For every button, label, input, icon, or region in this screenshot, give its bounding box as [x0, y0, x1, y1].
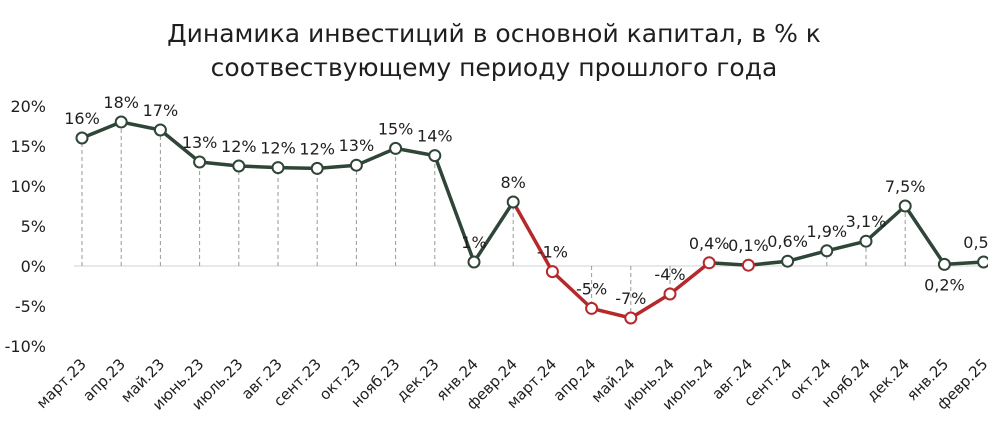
- series-line-segment: [629, 292, 672, 320]
- data-label: 0,1%: [728, 236, 769, 255]
- data-point: [193, 155, 207, 169]
- series-line-segment: [276, 165, 319, 171]
- series-line-segment: [550, 269, 594, 311]
- series-line-segment: [315, 163, 359, 171]
- y-tick-label: 10%: [10, 177, 46, 196]
- data-label: 12%: [221, 137, 257, 156]
- data-label: 0,2%: [924, 275, 965, 294]
- x-tick-label: дек.23: [393, 355, 443, 405]
- data-point: [741, 258, 755, 272]
- series-line-segment: [707, 261, 751, 267]
- data-label: 13%: [182, 133, 218, 152]
- series-line-segment: [237, 164, 280, 170]
- data-label: 0,5%: [963, 233, 988, 252]
- x-axis-ticks: март.23апр.23май.23июнь.23июль.23авг.23с…: [33, 355, 988, 414]
- data-point: [467, 255, 481, 269]
- y-tick-label: -5%: [15, 297, 46, 316]
- chart-title: Динамика инвестиций в основной капитал, …: [167, 19, 821, 48]
- series-line-segment: [864, 204, 907, 243]
- series-points: [75, 115, 988, 325]
- data-point: [624, 311, 638, 325]
- data-point: [271, 161, 285, 175]
- series-line-segment: [119, 120, 163, 132]
- series-line-segment: [668, 261, 711, 296]
- data-label: 14%: [417, 127, 453, 146]
- data-point: [663, 287, 677, 301]
- y-tick-label: 0%: [21, 257, 46, 276]
- series-line-segment: [589, 306, 633, 320]
- data-point: [820, 244, 834, 258]
- data-point: [114, 115, 128, 129]
- data-label: 3,1%: [846, 212, 887, 231]
- data-point: [937, 257, 951, 271]
- data-point: [702, 256, 716, 270]
- data-labels: 16%18% 17%13% 12% 12% 12% 13%15% 14%1%8%-1%-5%…: [64, 93, 988, 308]
- data-label: 15%: [378, 119, 414, 138]
- data-label: 7,5%: [885, 177, 926, 196]
- series-line-segment: [942, 260, 986, 267]
- data-label: 0,4%: [689, 234, 730, 253]
- data-point: [506, 195, 520, 209]
- y-tick-label: 20%: [10, 97, 46, 116]
- series-lines: [80, 120, 986, 320]
- data-label: -4%: [654, 265, 685, 284]
- series-line-segment: [393, 146, 437, 158]
- y-axis-ticks: 20% 15% 10% 5% 0% -5% -10%: [5, 97, 46, 356]
- y-tick-label: 5%: [21, 217, 46, 236]
- series-line-segment: [903, 204, 947, 267]
- data-label: -1%: [537, 243, 568, 262]
- chart-subtitle: соотвествующему периоду прошлого года: [211, 53, 778, 82]
- data-label: 1,9%: [806, 222, 847, 241]
- series-line-segment: [511, 200, 555, 274]
- y-tick-label: -10%: [5, 337, 46, 356]
- data-point: [545, 265, 559, 279]
- series-line-segment: [785, 249, 829, 263]
- series-line-segment: [354, 146, 398, 167]
- data-label: 12%: [260, 139, 296, 158]
- series-line-segment: [80, 120, 123, 140]
- data-point: [232, 159, 246, 173]
- data-point: [859, 234, 873, 248]
- data-label: 12%: [299, 139, 335, 158]
- series-line-segment: [197, 160, 241, 168]
- data-point: [428, 149, 442, 163]
- series-line-segment: [746, 259, 790, 267]
- series-line-segment: [825, 239, 868, 253]
- data-label: -7%: [615, 289, 646, 308]
- data-point: [585, 301, 599, 315]
- y-tick-label: 15%: [10, 137, 46, 156]
- x-tick-label: март.23: [33, 355, 90, 412]
- data-label: 18%: [103, 93, 139, 112]
- data-label: 8%: [501, 173, 526, 192]
- data-label: 1%: [461, 233, 486, 252]
- data-point: [349, 158, 363, 172]
- series-line-segment: [158, 128, 202, 164]
- data-point: [389, 141, 403, 155]
- data-point: [781, 254, 795, 268]
- data-point: [75, 131, 89, 145]
- data-label: 17%: [143, 101, 179, 120]
- data-point: [977, 255, 988, 269]
- series-line-segment: [472, 200, 515, 264]
- data-label: -5%: [576, 279, 607, 298]
- data-point: [310, 161, 324, 175]
- data-point: [898, 199, 912, 213]
- data-label: 0,6%: [767, 232, 808, 251]
- series-line-segment: [433, 153, 476, 264]
- x-tick-label: дек.24: [863, 355, 913, 405]
- data-label: 13%: [339, 136, 375, 155]
- data-label: 16%: [64, 109, 100, 128]
- data-point: [153, 123, 167, 137]
